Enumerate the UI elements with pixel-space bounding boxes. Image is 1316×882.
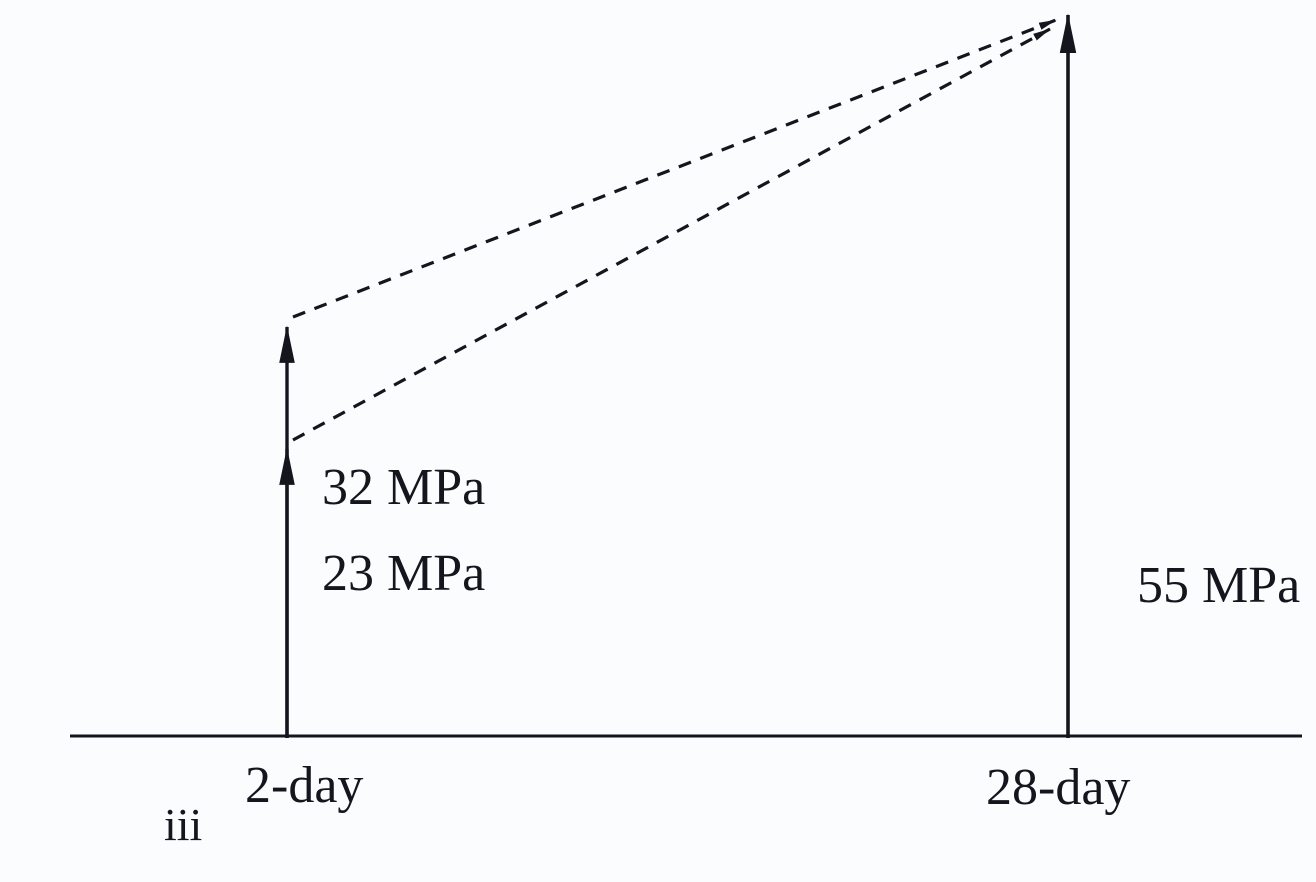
label-strength-23mpa: 23 MPa — [322, 545, 486, 602]
label-strength-55mpa: 55 MPa — [1137, 557, 1301, 614]
axis-tick-28day: 28-day — [986, 759, 1131, 816]
projection-line-32-to-55 — [292, 18, 1057, 319]
projection-line-23-to-55 — [292, 27, 1051, 442]
label-strength-32mpa: 32 MPa — [322, 459, 486, 516]
list-item-marker: iii — [164, 799, 203, 850]
axis-tick-2day: 2-day — [245, 757, 364, 814]
